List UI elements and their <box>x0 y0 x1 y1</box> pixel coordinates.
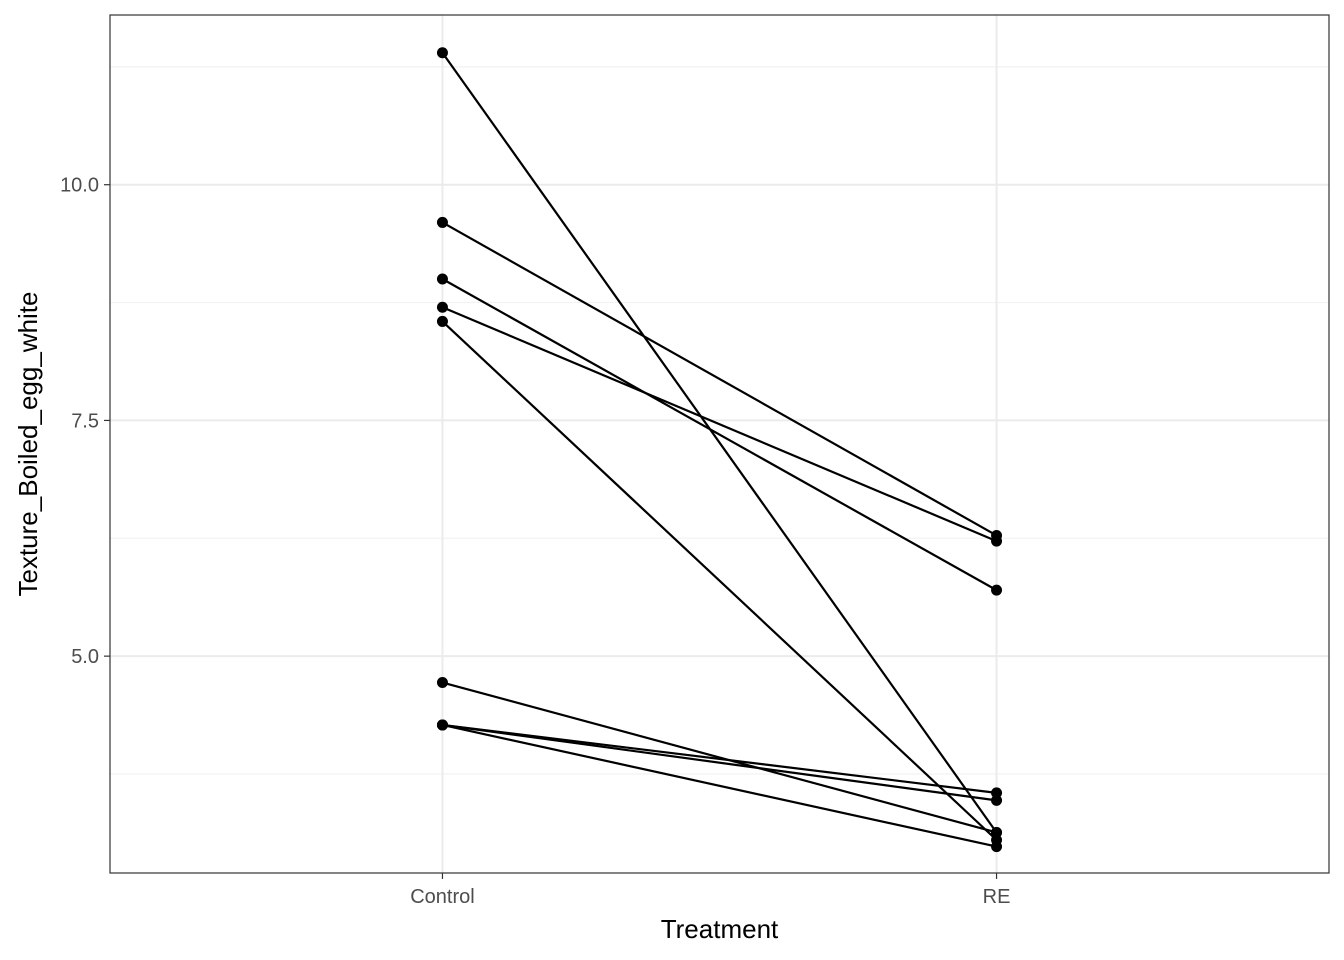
series-line-7 <box>442 723 997 794</box>
series-line-4 <box>442 306 997 543</box>
y-tick-label: 7.5 <box>71 410 99 432</box>
data-point-3-re <box>991 584 1003 596</box>
x-tick-label-re: RE <box>983 886 1011 908</box>
data-point-2-control <box>436 216 448 228</box>
series-lines <box>441 52 998 848</box>
series-line-5 <box>441 320 998 841</box>
data-point-3-control <box>436 273 448 285</box>
panel-border <box>109 14 1330 874</box>
data-point-9-re <box>991 794 1003 806</box>
y-axis-title: Texture_Boiled_egg_white <box>13 292 43 597</box>
series-line-9 <box>442 723 997 802</box>
y-axis: 5.0 7.5 10.0 <box>60 175 110 668</box>
series-line-1 <box>441 52 998 834</box>
series-points <box>436 47 1003 853</box>
data-point-6-control <box>436 677 448 689</box>
x-tick-label-control: Control <box>410 886 474 908</box>
x-axis: Control RE <box>410 873 1010 908</box>
x-axis-title: Treatment <box>661 914 779 944</box>
data-point-8-re <box>991 841 1003 853</box>
minor-gridlines <box>110 66 1329 775</box>
data-point-1-control <box>436 47 448 59</box>
data-point-9-control <box>436 719 448 731</box>
data-point-7-re <box>991 787 1003 799</box>
series-line-6 <box>442 681 997 834</box>
series-line-8 <box>442 723 997 848</box>
series-line-2 <box>441 221 998 537</box>
data-point-6-re <box>991 826 1003 838</box>
data-point-4-re <box>991 535 1003 547</box>
y-tick-label: 10.0 <box>60 175 99 197</box>
data-point-5-control <box>436 315 448 327</box>
major-gridlines <box>110 15 1329 873</box>
y-tick-label: 5.0 <box>71 646 99 668</box>
data-point-4-control <box>436 301 448 313</box>
series-line-3 <box>441 278 998 592</box>
